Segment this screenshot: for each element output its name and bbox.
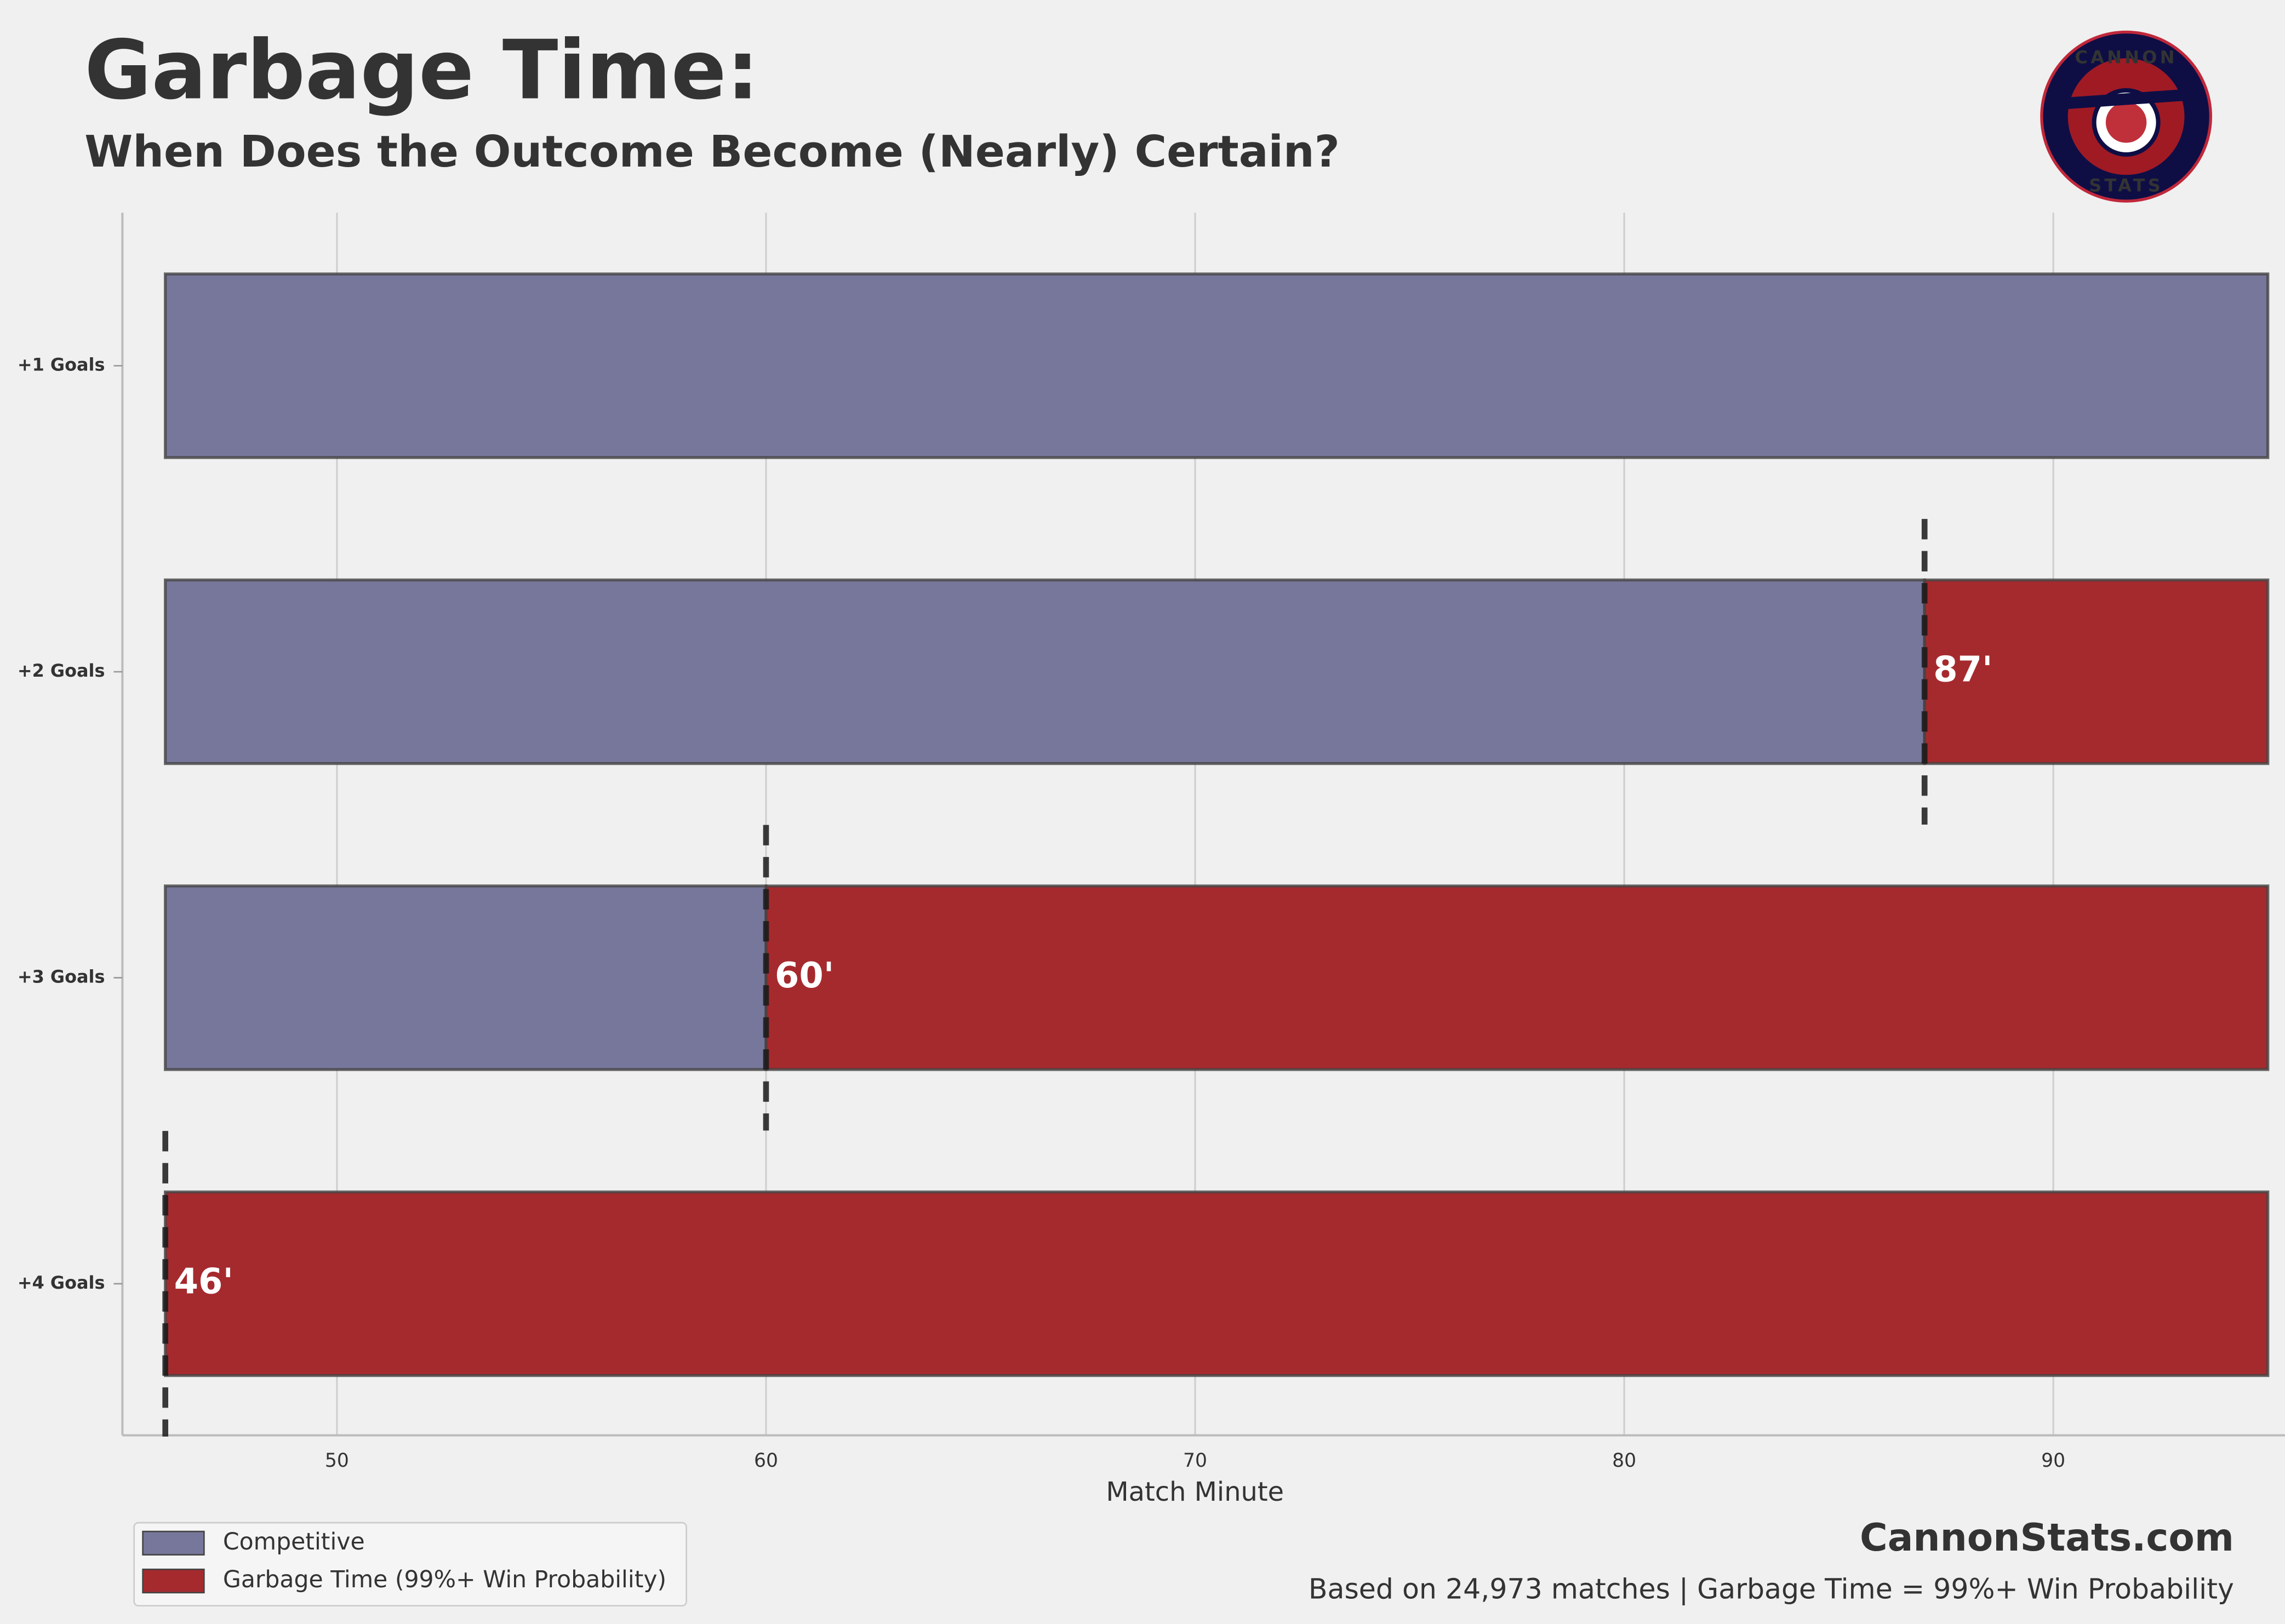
bar <box>164 578 1926 765</box>
legend-box <box>133 1522 687 1607</box>
y-tick-label: +3 Goals <box>18 967 105 987</box>
footnote: Based on 24,973 matches | Garbage Time =… <box>1309 1573 2234 1605</box>
bar <box>164 272 2270 459</box>
logo-bottom: STATS <box>2089 175 2163 196</box>
x-tick-label: 60 <box>754 1450 778 1472</box>
logo-top: CANNON <box>2075 47 2177 67</box>
y-tick-label: +2 Goals <box>18 660 105 681</box>
chart-title: Garbage Time: <box>84 23 759 118</box>
bar <box>1923 578 2270 765</box>
x-tick-label: 90 <box>2041 1450 2065 1472</box>
legend-label: Competitive <box>223 1529 365 1556</box>
logo: CANNON STATS <box>2040 30 2213 203</box>
x-tick-label: 80 <box>1612 1450 1636 1472</box>
bar <box>164 1190 2270 1377</box>
x-tick-label: 70 <box>1183 1450 1207 1472</box>
y-tick-label: +4 Goals <box>18 1272 105 1293</box>
x-axis-label: Match Minute <box>1106 1477 1284 1507</box>
legend-swatch <box>142 1568 205 1594</box>
y-tick-label: +1 Goals <box>18 354 105 375</box>
bar <box>764 884 2270 1071</box>
brand: CannonStats.com <box>1860 1516 2234 1560</box>
logo-center <box>2105 102 2147 143</box>
x-tick-label: 50 <box>325 1450 349 1472</box>
chart-subtitle: When Does the Outcome Become (Nearly) Ce… <box>84 126 1340 177</box>
legend-label: Garbage Time (99%+ Win Probability) <box>223 1566 666 1593</box>
value-label: 87' <box>1933 650 1992 690</box>
legend-swatch <box>142 1530 205 1556</box>
value-label: 60' <box>775 956 834 996</box>
value-label: 46' <box>174 1262 233 1302</box>
bar <box>164 884 768 1071</box>
logo-cannon <box>2057 88 2201 110</box>
